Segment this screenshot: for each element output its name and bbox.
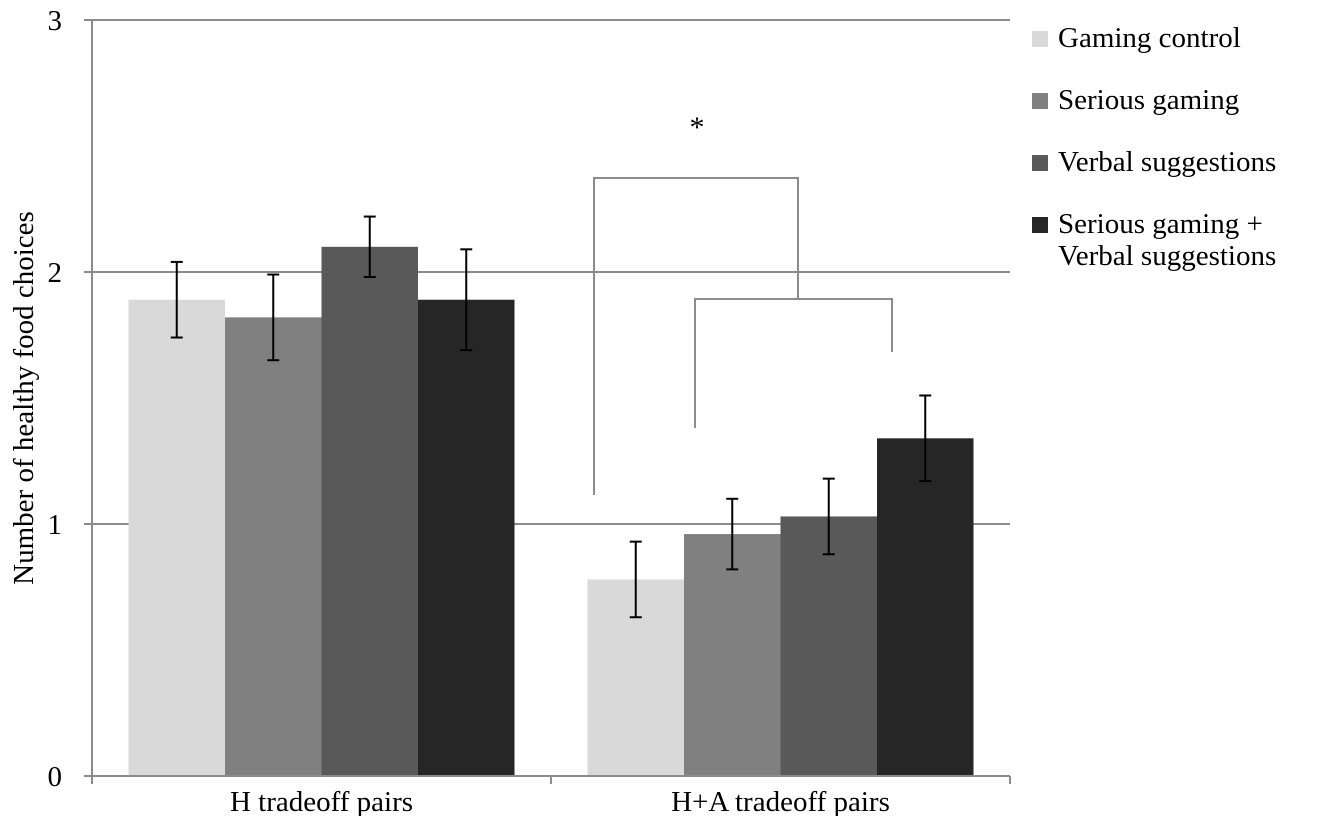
legend-label: Gaming control	[1058, 22, 1241, 54]
legend-item-serious-gaming-verbal-suggestions: Serious gaming + Verbal suggestions	[1032, 208, 1317, 272]
y-tick-label: 0	[48, 761, 63, 793]
y-tick-label: 2	[48, 257, 63, 289]
x-tick-label: H+A tradeoff pairs	[671, 786, 890, 816]
bar-h-tradeoff-pairs-serious-gaming-verbal-suggestions	[418, 299, 515, 776]
y-tick-label: 3	[48, 5, 63, 37]
significance-brackets: *	[593, 111, 893, 495]
significance-star: *	[690, 111, 705, 144]
bars	[128, 246, 974, 777]
bracket-outer	[593, 177, 799, 495]
legend-item-gaming-control: Gaming control	[1032, 22, 1317, 54]
y-axis-label: Number of healthy food choices	[8, 211, 40, 585]
legend-swatch-gaming-control	[1032, 31, 1048, 47]
bar-h-a-tradeoff-pairs-serious-gaming-verbal-suggestions	[877, 438, 974, 776]
legend-item-serious-gaming: Serious gaming	[1032, 84, 1317, 116]
bar-h-tradeoff-pairs-serious-gaming	[225, 317, 322, 776]
legend: Gaming control Serious gaming Verbal sug…	[1032, 22, 1317, 272]
legend-label: Serious gaming	[1058, 84, 1240, 116]
legend-swatch-verbal-suggestions	[1032, 155, 1048, 171]
y-tick-label: 1	[48, 509, 63, 541]
bar-h-a-tradeoff-pairs-serious-gaming	[684, 534, 781, 776]
bracket-inner	[694, 298, 893, 428]
legend-label: Verbal suggestions	[1058, 146, 1277, 178]
legend-label: Serious gaming + Verbal suggestions	[1058, 208, 1277, 272]
error-bars	[170, 215, 932, 619]
tick-labels: 0 1 2 3 H tradeoff pairs H+A tradeoff pairs	[48, 5, 890, 816]
bar-h-a-tradeoff-pairs-verbal-suggestions	[780, 516, 877, 776]
legend-item-verbal-suggestions: Verbal suggestions	[1032, 146, 1317, 178]
legend-swatch-serious-gaming-verbal-suggestions	[1032, 217, 1048, 233]
x-tick-label: H tradeoff pairs	[230, 786, 413, 816]
legend-swatch-serious-gaming	[1032, 93, 1048, 109]
bar-h-tradeoff-pairs-gaming-control	[128, 299, 225, 776]
bar-h-tradeoff-pairs-verbal-suggestions	[321, 246, 418, 777]
axes	[84, 19, 1011, 784]
